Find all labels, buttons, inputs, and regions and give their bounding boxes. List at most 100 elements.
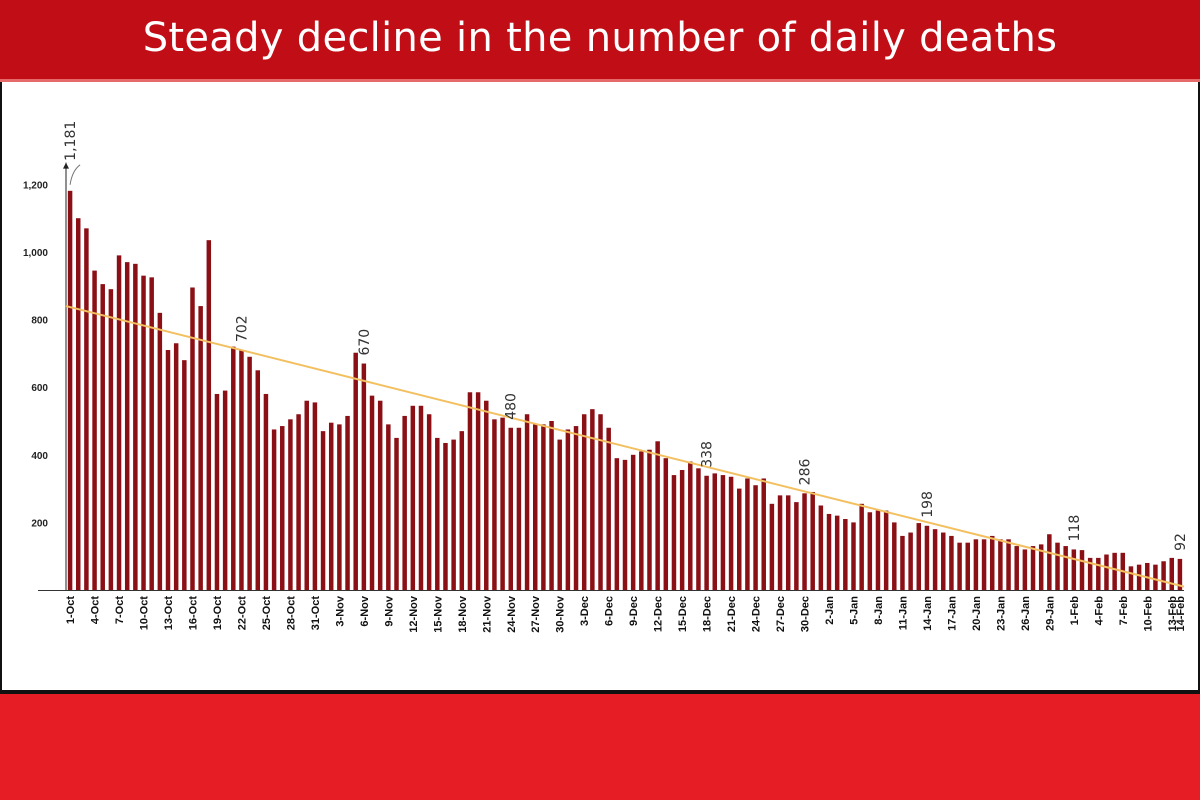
chart-area: 1,200 1,000 800 600 400 200 1,181 702 670 480 338… [0,82,1200,694]
bar [557,439,562,590]
x-tick-label: 13-Oct [163,596,175,631]
bar [1104,554,1109,590]
x-tick-label: 6-Dec [604,596,616,626]
bar [565,429,571,590]
y-tick-label: 1,000 [23,248,48,259]
bar [337,424,342,590]
bar [957,542,962,590]
x-tick-label: 27-Nov [530,595,542,633]
bar [541,424,546,590]
y-tick-label: 800 [31,316,48,327]
bar [834,515,840,590]
bar [410,405,416,590]
x-tick-label: 9-Nov [383,595,395,626]
x-tick-label: 30-Nov [555,595,567,633]
bar [630,454,636,590]
x-tick-label: 5-Jan [848,596,860,625]
title-banner: Steady decline in the number of daily de… [0,0,1200,82]
data-label: 670 [357,329,373,356]
trendline [65,305,1185,588]
x-tick-label: 26-Jan [1020,596,1032,631]
bar [271,429,277,590]
bar [916,523,922,590]
bar [75,218,81,590]
bar [924,525,930,590]
bar [165,350,171,590]
bar [728,476,734,590]
x-axis: 1-Oct 4-Oct 7-Oct 10-Oct 13-Oct 16-Oct 19-Oct 2… [38,590,1187,633]
bar [320,431,326,590]
bar [198,306,203,590]
bar [614,458,620,590]
bar [900,535,905,590]
x-tick-label: 24-Dec [751,596,763,632]
bar [231,346,236,590]
bar [1112,552,1117,590]
bars [67,190,1183,591]
y-tick-label: 400 [31,451,48,462]
bar [1136,564,1142,590]
bar [581,414,587,590]
x-tick-label: 7-Feb [1118,596,1130,626]
bar [467,392,473,590]
bar [108,289,114,590]
bar [1161,561,1166,590]
bar [133,263,138,590]
bar [1079,550,1085,590]
x-tick-label: 18-Nov [457,595,469,633]
bar [149,277,154,590]
x-tick-label: 21-Nov [481,595,493,633]
bar [516,427,522,590]
x-tick-label: 14-Feb [1175,596,1187,632]
bar [475,392,481,590]
bar [353,352,358,590]
bar [663,458,669,590]
x-tick-label: 13-Feb [1167,596,1179,632]
bar [826,513,832,590]
bar [769,503,775,590]
x-tick-label: 18-Dec [702,596,714,632]
x-tick-label: 16-Oct [187,596,199,631]
bar [1047,534,1052,590]
bar [263,393,269,590]
x-tick-label: 22-Oct [236,596,248,631]
bar [116,255,122,590]
bar [304,400,309,590]
bar [720,475,726,590]
bar [883,510,889,590]
bar [892,522,897,590]
x-tick-label: 25-Oct [261,596,273,631]
data-label: 1,181 [63,121,79,161]
bar [998,539,1003,590]
bar [573,426,579,590]
bar [1063,546,1068,590]
bar [296,414,301,590]
bar [500,417,505,590]
bar [182,360,187,590]
bar [761,478,766,590]
bar [361,363,367,590]
bar [1096,557,1101,590]
bar [1177,558,1183,590]
bar [247,356,252,590]
bar [280,426,285,590]
x-tick-label: 31-Oct [310,596,322,631]
bar [818,505,824,590]
data-label: 92 [1173,533,1189,551]
x-tick-label: 14-Jan [922,596,934,631]
bar [508,427,513,590]
bar [973,539,979,590]
bar [377,400,383,590]
data-label: 338 [700,441,716,468]
x-tick-label: 3-Dec [579,596,591,626]
bar [843,519,848,590]
bar [704,475,709,590]
bar [1055,542,1060,590]
bar [785,495,791,590]
chart-title: Steady decline in the number of daily de… [142,14,1058,61]
x-tick-label: 15-Dec [677,596,689,632]
bar [639,451,644,590]
data-label: 118 [1067,515,1083,542]
bar [598,414,603,590]
bar [859,503,864,590]
